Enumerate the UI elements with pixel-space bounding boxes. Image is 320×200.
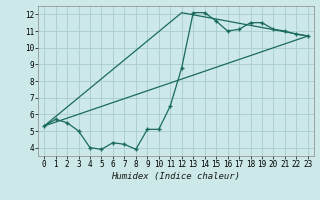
X-axis label: Humidex (Indice chaleur): Humidex (Indice chaleur) (111, 172, 241, 181)
